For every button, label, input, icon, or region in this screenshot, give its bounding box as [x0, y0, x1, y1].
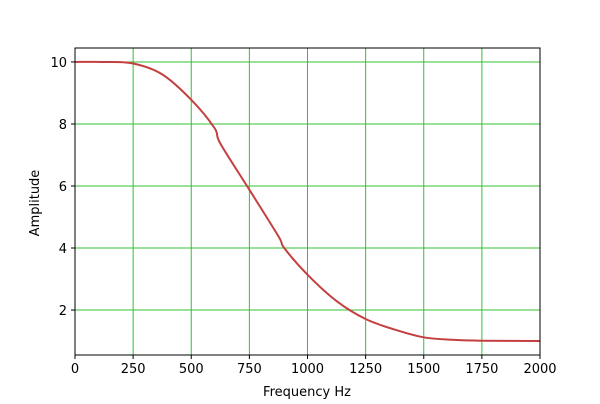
- series-group: [74, 60, 541, 343]
- x-axis: 0 250 500 750 1000 1250 1500 1750 2000: [71, 355, 557, 377]
- x-tick-label: 0: [71, 362, 79, 377]
- y-tick-label: 8: [59, 118, 67, 133]
- x-tick-label: 500: [179, 362, 204, 377]
- y-tick-label: 2: [59, 304, 67, 319]
- x-tick-label: 1000: [291, 362, 324, 377]
- y-tick-label: 10: [50, 56, 67, 71]
- y-tick-label: 4: [59, 242, 67, 257]
- grid: [74, 48, 541, 355]
- x-tick-label: 250: [121, 362, 146, 377]
- y-axis-label: Amplitude: [28, 170, 43, 237]
- y-tick-label: 6: [59, 180, 67, 195]
- x-tick-label: 1250: [349, 362, 382, 377]
- x-tick-label: 750: [237, 362, 262, 377]
- x-axis-label: Frequency Hz: [263, 385, 351, 400]
- x-tick-label: 1750: [465, 362, 498, 377]
- x-tick-label: 1500: [407, 362, 440, 377]
- x-tick-label: 2000: [523, 362, 556, 377]
- series-line: [74, 60, 541, 343]
- y-axis: 2 4 6 8 10: [50, 56, 75, 319]
